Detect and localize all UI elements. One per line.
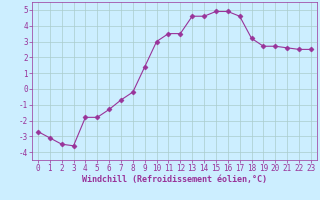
X-axis label: Windchill (Refroidissement éolien,°C): Windchill (Refroidissement éolien,°C) [82, 175, 267, 184]
